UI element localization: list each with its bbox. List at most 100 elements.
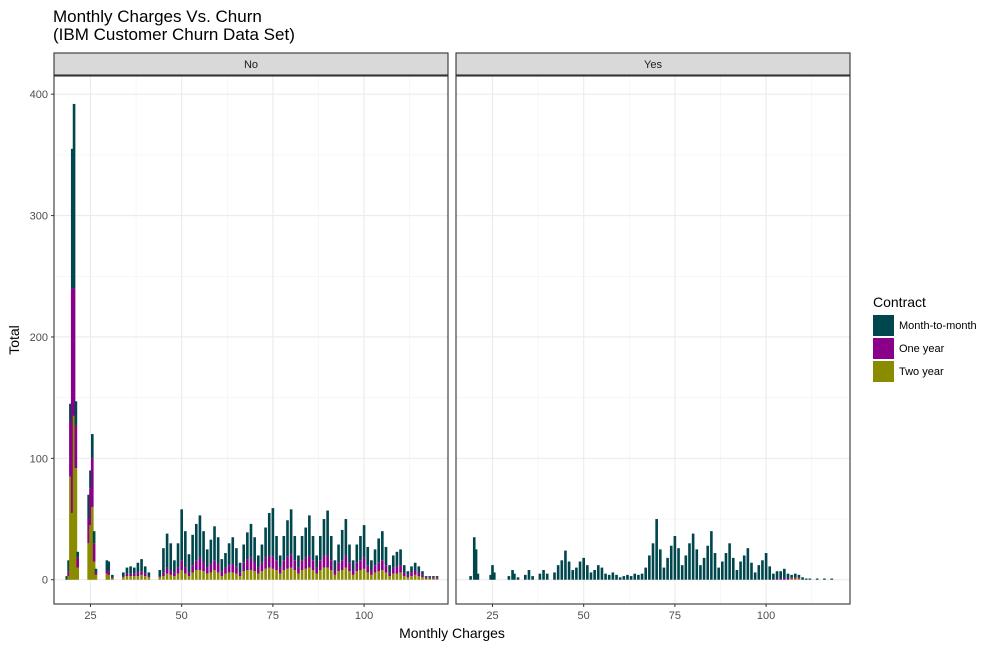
bar-no-month-to-month <box>90 434 94 459</box>
bar-no-month-to-month <box>89 470 92 489</box>
bar-no-month-to-month <box>362 525 366 558</box>
bar-no-month-to-month <box>213 526 216 561</box>
bar-no-one-year <box>359 560 362 571</box>
bar-no-month-to-month <box>388 565 391 573</box>
bar-no-one-year <box>140 571 143 575</box>
bar-no-one-year <box>202 561 205 572</box>
bar-no-one-year <box>246 559 249 571</box>
bar-no-one-year <box>322 555 326 568</box>
bar-no-two-year <box>406 577 410 580</box>
bar-no-two-year <box>67 576 70 580</box>
bar-yes-month-to-month <box>710 531 713 580</box>
bar-yes-month-to-month <box>830 578 834 580</box>
bar-yes-month-to-month <box>611 572 615 580</box>
bar-no-month-to-month <box>180 509 183 561</box>
legend-title: Contract <box>873 294 926 310</box>
bar-no-month-to-month <box>125 567 129 574</box>
bar-no-two-year <box>202 571 205 580</box>
bar-no-one-year <box>147 576 151 578</box>
bar-no-one-year <box>315 567 318 574</box>
bar-no-two-year <box>136 576 140 580</box>
bar-no-one-year <box>348 562 351 572</box>
bar-no-month-to-month <box>253 537 256 562</box>
bar-no-month-to-month <box>406 571 410 575</box>
bar-no-two-year <box>184 573 187 580</box>
x-tick-label: 50 <box>578 610 590 622</box>
bar-no-one-year <box>224 567 227 574</box>
bar-no-two-year <box>329 570 333 580</box>
bar-no-two-year <box>282 570 286 580</box>
bar-no-two-year <box>410 576 413 580</box>
bar-no-one-year <box>340 560 344 571</box>
bar-yes-month-to-month <box>472 537 476 580</box>
bar-no-month-to-month <box>191 534 194 566</box>
bar-no-one-year <box>435 577 439 579</box>
bar-no-two-year <box>122 577 125 580</box>
bar-no-month-to-month <box>435 576 439 578</box>
bar-no-two-year <box>340 570 344 580</box>
bar-no-month-to-month <box>297 555 300 568</box>
bar-no-month-to-month <box>231 537 235 564</box>
bar-no-two-year <box>87 543 90 580</box>
bar-no-two-year <box>227 572 231 580</box>
bar-yes-one-year <box>786 578 790 580</box>
bar-no-month-to-month <box>67 560 70 572</box>
bar-yes-month-to-month <box>673 536 677 580</box>
bar-no-two-year <box>362 568 366 580</box>
bar-no-month-to-month <box>417 566 421 573</box>
bar-no-month-to-month <box>246 532 249 560</box>
bar-yes-month-to-month <box>783 568 786 579</box>
legend-item-one-year: One year <box>873 337 977 360</box>
bar-no-two-year <box>304 568 308 580</box>
bar-no-two-year <box>176 573 180 580</box>
bar-no-two-year <box>402 576 406 580</box>
bar-no-one-year <box>399 565 402 573</box>
bar-no-one-year <box>410 572 413 577</box>
bar-no-one-year <box>406 574 410 578</box>
bar-yes-month-to-month <box>607 574 611 580</box>
bar-no-month-to-month <box>65 576 69 580</box>
bar-no-one-year <box>384 565 388 573</box>
bar-no-one-year <box>362 557 366 569</box>
bar-no-two-year <box>220 576 224 580</box>
bar-no-one-year <box>337 562 340 572</box>
bar-yes-month-to-month <box>545 573 549 580</box>
bar-no-month-to-month <box>326 510 329 556</box>
bar-yes-month-to-month <box>739 561 742 580</box>
bar-yes-two-year <box>793 578 797 580</box>
bar-no-two-year <box>90 506 94 580</box>
bar-no-two-year <box>275 570 278 580</box>
bar-no-one-year <box>74 425 78 469</box>
bar-no-one-year <box>344 555 348 568</box>
bar-yes-month-to-month <box>469 576 472 580</box>
bar-no-two-year <box>435 578 439 580</box>
bar-no-one-year <box>191 565 194 573</box>
bar-no-one-year <box>421 574 424 578</box>
bar-no-month-to-month <box>176 543 180 568</box>
bar-no-month-to-month <box>278 555 282 568</box>
bar-no-one-year <box>158 576 162 578</box>
x-tick-label: 75 <box>267 610 279 622</box>
bar-no-month-to-month <box>105 560 109 571</box>
bar-yes-month-to-month <box>786 573 790 579</box>
bar-yes-month-to-month <box>691 533 695 580</box>
bar-no-month-to-month <box>238 562 242 573</box>
bar-no-month-to-month <box>173 560 176 573</box>
bar-no-two-year <box>235 573 238 580</box>
bar-no-two-year <box>351 574 355 580</box>
bar-yes-month-to-month <box>808 578 812 580</box>
bar-yes-one-year <box>783 578 786 580</box>
bar-no-one-year <box>67 571 70 577</box>
bar-yes-one-year <box>775 578 779 580</box>
bar-yes-one-year <box>793 577 797 579</box>
bar-no-one-year <box>351 570 355 575</box>
bar-no-two-year <box>74 468 78 580</box>
bar-yes-two-year <box>790 578 793 580</box>
bar-no-month-to-month <box>432 576 435 578</box>
bar-no-one-year <box>209 563 213 573</box>
bar-no-month-to-month <box>282 536 286 561</box>
bar-no-one-year <box>187 572 191 577</box>
bar-yes-month-to-month <box>637 574 640 580</box>
bar-no-one-year <box>260 562 264 572</box>
